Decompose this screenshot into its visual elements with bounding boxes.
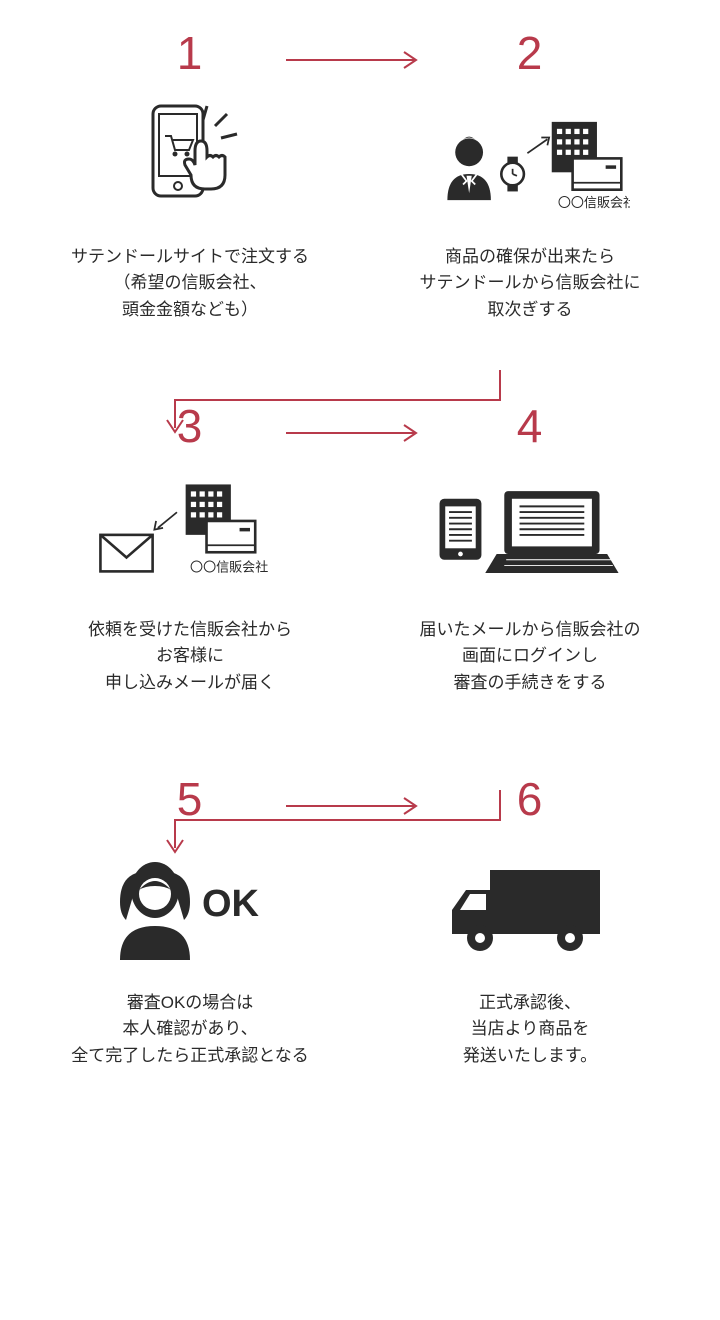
step-number: 2	[517, 30, 544, 76]
step-description: 正式承認後、 当店より商品を 発送いたします。	[463, 990, 597, 1069]
step-1: 1 サテンドール	[40, 30, 340, 323]
mail-company-icon: 〇〇信販会社	[90, 469, 290, 599]
flow-row-1: 1 サテンドール	[40, 30, 680, 323]
company-label: 〇〇信販会社	[558, 195, 630, 210]
step-5: 5 OK 審査OKの場合は 本人確認があり、 全て完了したら正式承認となる	[40, 776, 340, 1069]
step-6: 6 正式承認後、 当店より商品を 発送いたします。	[380, 776, 680, 1069]
step-description: 商品の確保が出来たら サテンドールから信販会社に 取次ぎする	[420, 244, 641, 323]
phone-click-icon	[90, 96, 290, 226]
step-4: 4	[380, 403, 680, 696]
arrow-3-4-icon	[286, 423, 426, 443]
flow-row-3: 5 OK 審査OKの場合は 本人確認があり、 全て完了したら正式承認となる	[40, 776, 680, 1069]
flow-container: 1 サテンドール	[0, 0, 720, 1099]
step-number: 3	[177, 403, 204, 449]
truck-icon	[430, 842, 630, 972]
step-description: 届いたメールから信販会社の 画面にログインし 審査の手続きをする	[420, 617, 641, 696]
step-number: 6	[517, 776, 544, 822]
step-description: サテンドールサイトで注文する （希望の信販会社、 頭金金額なども）	[71, 244, 309, 323]
step-number: 1	[177, 30, 204, 76]
person-ok-icon: OK	[90, 842, 290, 972]
person-company-icon: 〇〇信販会社	[430, 96, 630, 226]
step-number: 4	[517, 403, 544, 449]
tablet-laptop-icon	[430, 469, 630, 599]
arrow-5-6-icon	[286, 796, 426, 816]
company-label: 〇〇信販会社	[190, 559, 268, 574]
step-description: 依頼を受けた信販会社から お客様に 申し込みメールが届く	[88, 617, 292, 696]
step-3: 3	[40, 403, 340, 696]
flow-row-2: 3	[40, 403, 680, 696]
arrow-1-2-icon	[286, 50, 426, 70]
step-number: 5	[177, 776, 204, 822]
step-description: 審査OKの場合は 本人確認があり、 全て完了したら正式承認となる	[71, 990, 309, 1069]
ok-label: OK	[202, 883, 260, 925]
step-2: 2	[380, 30, 680, 323]
